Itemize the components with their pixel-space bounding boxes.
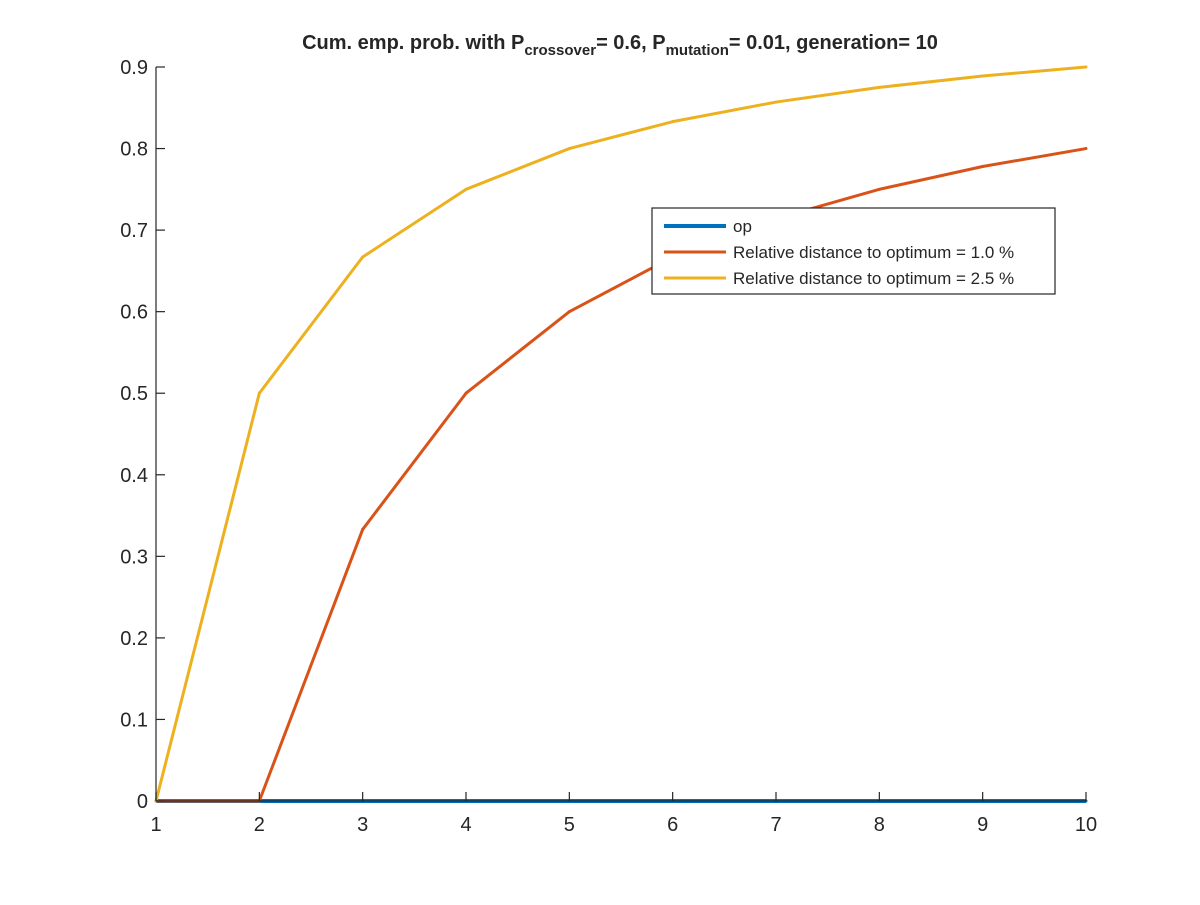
data-point-2-5 [671, 120, 675, 124]
data-point-1-8 [981, 164, 985, 168]
legend: op Relative distance to optimum = 1.0 % Re… [651, 207, 1056, 295]
data-point-2-3 [464, 187, 468, 191]
y-tick-label-0.4: 0.4 [120, 465, 148, 487]
y-tick-label-0.6: 0.6 [120, 302, 148, 324]
data-point-2-8 [981, 74, 985, 78]
y-tick-label-0.1: 0.1 [120, 709, 148, 731]
data-point-2-9 [1084, 65, 1088, 69]
title-mid: = 0.6, P [596, 32, 666, 54]
x-tick-label-6: 6 [667, 814, 678, 836]
legend-label-2: Relative distance to optimum = 2.5 % [733, 269, 1014, 288]
data-point-1-7 [877, 187, 881, 191]
data-point-2-6 [774, 100, 778, 104]
data-point-1-3 [464, 391, 468, 395]
x-tick-label-5: 5 [564, 814, 575, 836]
x-tick-label-10: 10 [1075, 814, 1097, 836]
y-tick-label-0.3: 0.3 [120, 546, 148, 568]
x-tick-label-2: 2 [254, 814, 265, 836]
x-tick-label-4: 4 [460, 814, 471, 836]
data-point-1-4 [567, 310, 571, 314]
title-suffix: = 0.01, generation= 10 [729, 32, 938, 54]
y-tick-label-0.5: 0.5 [120, 383, 148, 405]
axes-layer: 1 2 3 4 5 6 7 8 9 10 0 0.1 0.2 0.3 0.4 0.5 0.6 0.7 0.8 0.9 [120, 57, 1097, 836]
legend-label-0: op [733, 217, 752, 236]
data-point-2-7 [877, 85, 881, 89]
y-tick-label-0.9: 0.9 [120, 57, 148, 79]
data-point-1-2 [361, 527, 365, 531]
data-point-2-2 [361, 255, 365, 259]
title-sub-crossover: crossover [524, 42, 596, 59]
data-point-2-4 [567, 147, 571, 151]
x-tick-label-7: 7 [770, 814, 781, 836]
y-tick-label-0.2: 0.2 [120, 628, 148, 650]
x-tick-label-9: 9 [977, 814, 988, 836]
x-tick-label-1: 1 [150, 814, 161, 836]
title-prefix: Cum. emp. prob. with P [302, 32, 524, 54]
series-layer [154, 65, 1088, 803]
y-tick-label-0.7: 0.7 [120, 220, 148, 242]
x-tick-label-3: 3 [357, 814, 368, 836]
title-sub-mutation: mutation [666, 42, 729, 59]
series-line-2 [154, 65, 1087, 802]
legend-label-1: Relative distance to optimum = 1.0 % [733, 243, 1014, 262]
series-line-1 [156, 147, 1087, 803]
x-tick-label-8: 8 [874, 814, 885, 836]
y-tick-label-0: 0 [137, 791, 148, 813]
data-point-1-9 [1084, 147, 1088, 151]
chart-title: Cum. emp. prob. with Pcrossover= 0.6, Pm… [302, 32, 938, 59]
data-point-2-1 [257, 391, 261, 395]
y-tick-label-0.8: 0.8 [120, 139, 148, 161]
